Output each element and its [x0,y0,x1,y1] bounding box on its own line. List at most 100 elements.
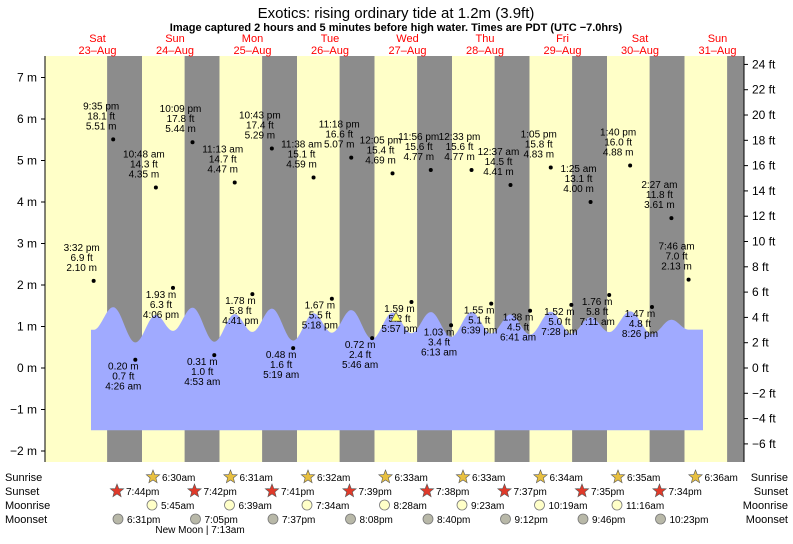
tide-label: 15.6 ft [446,142,474,153]
tide-label: 4.00 m [563,184,594,195]
right-axis-tick-label: 2 ft [752,336,769,350]
tide-label: 4:26 am [105,382,141,393]
tide-label: 11.8 ft [646,190,673,201]
moonset-icon [655,513,666,525]
tide-label: 4.8 ft [629,319,651,330]
tide-label: 17.8 ft [167,114,195,125]
tide-label: 5.5 ft [309,311,331,322]
right-axis-tick-label: −2 ft [752,386,776,400]
day-labels: Sat23–AugSun24–AugMon25–AugTue26–AugWed2… [79,33,737,57]
tide-label: 6.9 ft [71,253,93,264]
moonset-time: 7:37pm [282,515,315,526]
tide-label: 12:05 pm [360,135,402,146]
moonrise-icon [301,499,313,511]
tide-label: 11:13 am [202,144,243,155]
moonrise-time: 8:28am [394,501,427,512]
day-date: 29–Aug [544,45,582,57]
tide-label: 5:57 pm [381,324,417,335]
moonset-icon [577,513,589,525]
row-label-left-moonset: Moonset [5,514,47,526]
sunrise-icon [377,469,394,484]
tide-label: 1.38 m [503,313,534,324]
chart-subtitle: Image captured 2 hours and 5 minutes bef… [170,22,623,34]
day-date: 31–Aug [699,45,737,57]
tide-label: 10:09 pm [160,104,202,115]
tide-label: 15.6 ft [405,142,433,153]
row-label-right-sunset: Sunset [754,486,788,498]
tide-label: 4.5 ft [507,323,529,334]
tide-label: 1.76 m [582,297,613,308]
tide-label: 3:32 pm [64,243,100,254]
sunset-time: 7:34pm [669,487,702,498]
right-axis-tick-label: 0 ft [752,361,769,375]
sunset-icon [574,483,590,498]
tide-label: 7:46 am [659,242,695,253]
tide-label: 7.0 ft [665,252,687,263]
day-name: Wed [396,33,418,45]
tide-point [409,300,414,305]
row-label-right-moonrise: Moonrise [743,500,788,512]
tide-label: 11:56 pm [398,132,439,143]
tide-point [153,185,158,190]
tide-label: 5.07 m [324,140,355,151]
right-axis-tick-label: −4 ft [752,412,776,426]
tide-label: 13.1 ft [565,174,593,185]
tide-point [508,182,513,187]
right-axis-tick-label: 4 ft [752,310,769,324]
moonrise-time: 6:39am [239,501,272,512]
tide-label: 3.61 m [644,200,675,211]
moonset-time: 9:12pm [515,515,548,526]
sunrise-time: 6:33am [472,473,505,484]
right-axis-tick-label: 8 ft [752,260,769,274]
moonrise-icon [146,499,158,511]
tide-label: 15.8 ft [525,140,553,151]
tide-label: 5:18 pm [302,321,338,332]
tide-label: 0.31 m [187,357,218,368]
left-axis-tick-label: 7 m [17,71,37,85]
right-axis-tick-label: 24 ft [752,57,776,71]
tide-point [449,323,454,328]
tide-point [686,277,691,282]
left-axis-tick-label: 3 m [17,237,37,251]
day-name: Mon [242,33,263,45]
tide-point [269,146,274,151]
moonrise-icon [456,499,468,511]
sunrise-icon [300,469,316,484]
moonrise-icon [611,499,623,511]
sunrise-time: 6:34am [550,473,583,484]
tide-label: 4.88 m [603,147,634,158]
almanac-rows: Sunrise Sunrise 6:30am 6:31am 6:32am 6:33am 6:… [5,469,788,536]
tide-label: 5:19 am [263,370,299,381]
sunset-time: 7:38pm [436,487,469,498]
tide-label: 0.7 ft [112,372,134,383]
day-date: 23–Aug [79,45,117,57]
tide-point [133,357,138,362]
day-name: Sat [89,33,106,45]
tide-label: 14.5 ft [485,157,513,168]
tide-label: 4.47 m [207,164,238,175]
sunrise-icon [222,469,239,484]
left-axis-tick-label: 2 m [17,278,37,292]
left-axis-tick-label: −2 m [10,444,37,458]
tide-label: 11:18 pm [319,120,360,131]
tide-point [212,353,217,358]
tide-label: 12:33 pm [439,132,481,143]
right-axis-tick-label: −6 ft [752,437,776,451]
tide-label: 1.6 ft [270,360,292,371]
moonset-time: 10:23pm [670,515,709,526]
sunset-icon [341,483,358,498]
tide-label: 6.3 ft [150,300,172,311]
left-axis-tick-label: 4 m [17,195,37,209]
sunset-time: 7:41pm [281,487,314,498]
tide-label: 12:37 am [478,147,520,158]
moonset-icon [500,513,511,525]
moonset-time: 8:08pm [360,515,393,526]
sunrise-time: 6:32am [317,473,350,484]
left-axis-tick-label: 0 m [17,361,37,375]
tide-point [349,155,354,160]
tide-point [329,296,334,301]
left-axis-tick-label: −1 m [10,403,37,417]
right-axis-tick-label: 14 ft [752,184,776,198]
tide-label: 5.8 ft [586,307,608,318]
